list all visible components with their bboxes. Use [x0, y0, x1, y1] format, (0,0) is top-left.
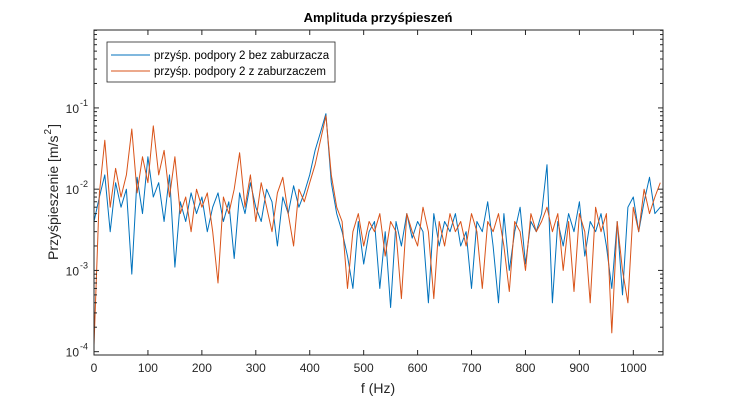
x-tick-label: 400 [300, 361, 320, 375]
legend[interactable]: przyśp. podpory 2 bez zaburzacza przyśp.… [106, 41, 336, 83]
y-tick-label: 10 [66, 183, 80, 197]
y-axis-label-superscript: 2 [43, 129, 54, 135]
legend-label-series-1: przyśp. podpory 2 bez zaburzacza [154, 50, 330, 62]
y-tick-label-exponent: -2 [80, 179, 88, 189]
y-tick-label: 10 [66, 264, 80, 278]
x-tick-label: 1000 [620, 361, 647, 375]
legend-box [106, 41, 336, 83]
x-tick-label: 0 [91, 361, 98, 375]
x-tick-label: 200 [192, 361, 212, 375]
series-line-2 [93, 115, 661, 346]
series-layer [93, 113, 661, 346]
x-tick-label: 600 [408, 361, 428, 375]
y-tick-label-exponent: -3 [80, 260, 88, 270]
y-tick-label: 10 [66, 102, 80, 116]
x-tick-label: 900 [569, 361, 589, 375]
chart-title: Amplituda przyśpieszeń [304, 10, 453, 25]
y-axis-label-main: Przyśpieszenie [m/s [45, 136, 61, 260]
ticks-layer: 0 100 200 300 400 500 600 700 800 900 1000-410-310… [66, 29, 663, 375]
x-tick-label: 800 [515, 361, 535, 375]
y-tick-label: 10 [66, 346, 80, 360]
y-axis-label: Przyśpieszenie [m/s 2 ] [43, 124, 61, 260]
y-axis-label-end: ] [45, 124, 61, 128]
x-tick-label: 500 [354, 361, 374, 375]
x-axis-label: f (Hz) [361, 380, 395, 396]
y-tick-label-exponent: -1 [80, 98, 88, 108]
x-tick-label: 700 [462, 361, 482, 375]
x-tick-label: 300 [246, 361, 266, 375]
legend-label-series-2: przyśp. podpory 2 z zaburzaczem [154, 66, 326, 78]
series-line-1 [93, 113, 661, 308]
y-tick-label-exponent: -4 [80, 342, 88, 352]
x-tick-label: 100 [138, 361, 158, 375]
